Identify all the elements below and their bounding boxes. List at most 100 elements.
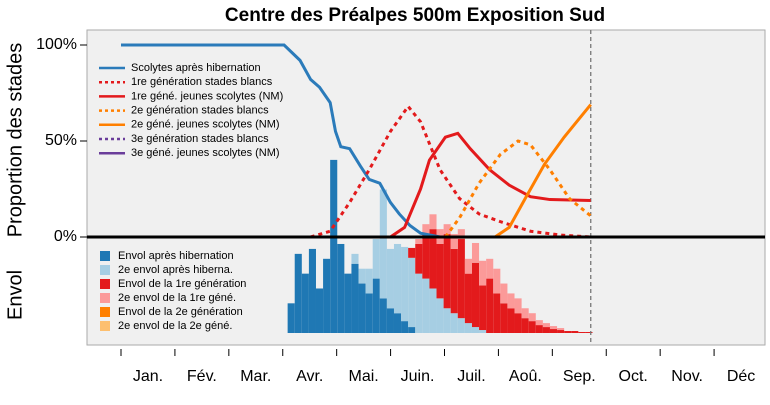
bar	[358, 268, 366, 284]
bar	[471, 262, 480, 328]
bar	[549, 326, 558, 330]
bar	[422, 278, 430, 333]
x-tick-label: Fév.	[187, 368, 217, 385]
bar	[436, 298, 444, 333]
bar	[521, 318, 529, 333]
bar	[372, 239, 380, 279]
legend-label: 2e envol de la 1re géné.	[118, 292, 236, 304]
x-tick-label: Juil.	[457, 368, 485, 385]
bar	[479, 260, 487, 286]
bar	[429, 229, 437, 289]
bar	[429, 288, 437, 333]
bar	[486, 258, 494, 279]
bar	[464, 258, 472, 274]
bar	[528, 313, 536, 322]
bar	[479, 285, 487, 331]
bar	[535, 320, 543, 326]
legend-swatch	[100, 279, 110, 289]
bar	[386, 308, 394, 333]
bar	[457, 229, 465, 240]
bar	[571, 331, 579, 333]
bar	[443, 308, 451, 333]
bar	[479, 330, 487, 333]
bar	[471, 242, 480, 263]
bar	[315, 288, 324, 333]
bar	[330, 159, 338, 333]
legend-label: Scolytes après hibernation	[131, 62, 261, 74]
bar	[542, 323, 550, 328]
bar	[450, 248, 458, 314]
bar	[436, 243, 444, 299]
bar	[500, 283, 508, 304]
bar	[401, 246, 409, 322]
bar	[422, 224, 430, 235]
legend-label: 2e envol après hiberna.	[118, 264, 233, 276]
legend-swatch	[100, 265, 110, 275]
legend-label: 1re génération stades blancs	[131, 76, 273, 88]
bar	[351, 253, 359, 264]
legend-label: Envol après hibernation	[118, 250, 234, 262]
bar	[422, 234, 430, 279]
x-tick-label: Nov.	[671, 368, 703, 385]
chart-title: Centre des Préalpes 500m Exposition Sud	[225, 5, 605, 26]
line	[444, 139, 592, 238]
bar	[471, 327, 480, 333]
x-tick-label: Mar.	[240, 368, 271, 385]
bar	[450, 313, 458, 333]
line	[121, 43, 441, 239]
y-tick-label: 100%	[36, 36, 77, 53]
bar	[493, 293, 501, 333]
legend-label: 2e génération stades blancs	[131, 105, 269, 117]
line	[389, 131, 591, 239]
bar	[549, 329, 558, 333]
bar	[528, 321, 536, 333]
legend-label: Envol de la 2e génération	[118, 306, 243, 318]
legend-swatch	[100, 321, 110, 331]
bar	[358, 283, 366, 333]
legend-label: 2e géné. jeunes scolytes (NM)	[131, 119, 280, 131]
y-axis-label: Envol	[4, 270, 26, 320]
bar	[408, 327, 416, 333]
bar	[344, 273, 352, 333]
legend-label: 1re géné. jeunes scolytes (NM)	[131, 90, 283, 102]
bar	[294, 253, 302, 333]
bar	[457, 318, 465, 333]
bar	[521, 308, 529, 319]
y-tick-label: 50%	[45, 132, 77, 149]
bar	[557, 330, 565, 333]
bar	[429, 214, 437, 230]
bar	[564, 331, 572, 333]
bar	[450, 234, 458, 249]
bar	[464, 273, 472, 324]
bar	[507, 293, 515, 309]
bar	[408, 257, 416, 328]
bar	[415, 243, 423, 274]
bar	[585, 332, 593, 333]
bar	[486, 278, 494, 333]
bar	[337, 243, 345, 333]
bar	[386, 248, 394, 309]
bar	[542, 327, 550, 333]
bar	[464, 323, 472, 333]
bar	[408, 247, 416, 258]
bar	[507, 308, 515, 333]
bar	[493, 268, 501, 294]
x-tick-label: Mai.	[349, 368, 379, 385]
bar	[401, 321, 409, 333]
bar	[443, 224, 451, 235]
bar	[578, 332, 586, 333]
y-tick-label: 0%	[54, 228, 77, 245]
x-tick-label: Juin.	[401, 368, 435, 385]
legend-label: 3e génération stades blancs	[131, 133, 269, 145]
bar	[372, 278, 380, 333]
bar	[323, 258, 331, 333]
x-tick-label: Sep.	[563, 368, 596, 385]
bar	[351, 263, 359, 333]
bar	[514, 313, 522, 333]
x-tick-label: Déc	[727, 368, 755, 385]
bar	[393, 313, 402, 333]
bar	[379, 189, 387, 299]
bar	[379, 298, 387, 333]
bar	[393, 243, 402, 314]
legend-label: 3e géné. jeunes scolytes (NM)	[131, 147, 280, 159]
